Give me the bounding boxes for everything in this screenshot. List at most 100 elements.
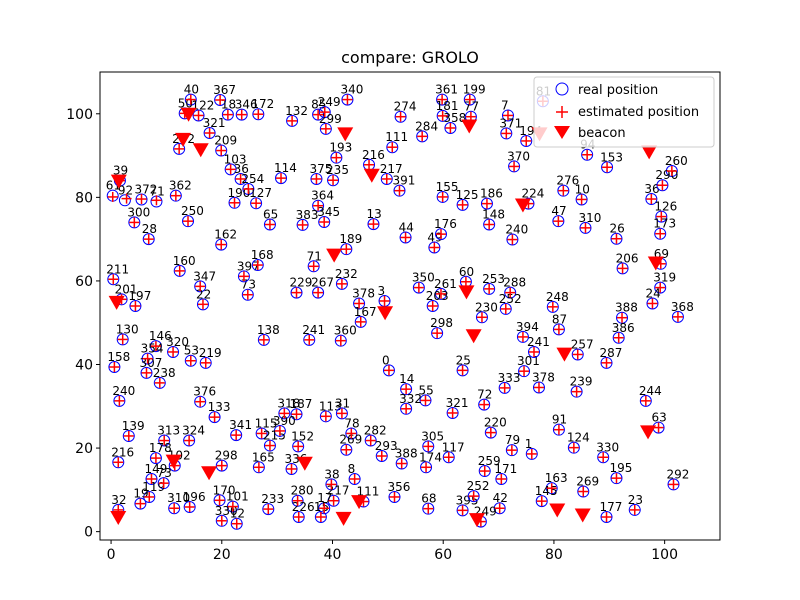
real-position-point (532, 381, 545, 394)
point-id-label: 72 (477, 388, 492, 402)
real-position-point (436, 93, 449, 106)
point-id-label: 153 (600, 150, 623, 164)
estimated-position-point (242, 289, 253, 300)
estimated-position-point (328, 495, 339, 506)
point-id-label: 199 (463, 83, 486, 97)
point-id-label: 126 (654, 200, 677, 214)
real-position-point (278, 407, 291, 420)
point-id-label: 195 (609, 461, 632, 475)
real-position-point (419, 394, 432, 407)
estimated-position-point (464, 94, 475, 105)
real-position-point (456, 198, 469, 211)
estimated-position-point (401, 403, 412, 414)
point-id-label: 388 (615, 301, 638, 315)
estimated-position-point (646, 194, 657, 205)
point-id-label: 174 (419, 450, 442, 464)
point-id-label: 376 (193, 385, 216, 399)
x-tick-label: 20 (213, 547, 231, 563)
real-position-point (442, 451, 455, 464)
beacon-marker (335, 511, 352, 526)
beacon-marker (377, 306, 394, 321)
x-tick-label: 0 (107, 547, 116, 563)
y-tick-label: 80 (75, 190, 93, 206)
point-id-label: 397 (237, 259, 260, 273)
point-id-label: 125 (456, 188, 479, 202)
real-position-point (107, 273, 120, 286)
estimated-position-point (346, 428, 357, 439)
beacon-marker (458, 285, 475, 300)
real-position-point (335, 407, 348, 420)
estimated-position-point (141, 367, 152, 378)
real-position-point (654, 281, 667, 294)
estimated-position-point (185, 94, 196, 105)
point-id-label: 133 (208, 400, 231, 414)
estimated-position-point (107, 191, 118, 202)
real-position-point (173, 264, 186, 277)
estimated-position-point (236, 109, 247, 120)
estimated-position-point (506, 445, 517, 456)
point-id-label: 114 (274, 161, 297, 175)
estimated-position-point (413, 282, 424, 293)
real-position-point (192, 109, 205, 122)
point-id-label: 139 (122, 419, 145, 433)
point-id-label: 117 (442, 440, 465, 454)
point-id-label: 259 (478, 454, 501, 468)
real-position-point (478, 465, 491, 478)
real-position-point (546, 300, 559, 313)
estimated-position-point (376, 451, 387, 462)
estimated-position-point (485, 427, 496, 438)
estimated-position-point (326, 479, 337, 490)
point-id-label: 224 (521, 187, 544, 201)
real-position-point (235, 108, 248, 121)
estimated-position-point (576, 194, 587, 205)
estimated-position-point (436, 288, 446, 299)
estimated-position-point (313, 200, 324, 211)
point-id-label: 111 (385, 130, 408, 144)
estimated-position-point (423, 441, 434, 452)
point-id-label: 132 (285, 104, 308, 118)
point-id-label: 249 (318, 95, 341, 109)
estimated-position-point (174, 265, 185, 276)
beacon-marker (574, 508, 591, 523)
point-id-label: 321 (446, 396, 469, 410)
real-position-point (113, 394, 126, 407)
estimated-position-point (184, 435, 195, 446)
real-position-point (242, 183, 255, 195)
real-position-point (393, 184, 406, 197)
point-id-label: 386 (612, 321, 635, 335)
estimated-position-point (379, 295, 390, 306)
estimated-position-point (200, 357, 211, 368)
beacon-marker (192, 143, 209, 158)
point-id-label: 155 (436, 180, 459, 194)
point-id-label: 250 (181, 204, 204, 218)
x-tick-label: 60 (434, 547, 452, 563)
estimated-position-point (311, 173, 322, 184)
estimated-position-point (319, 107, 330, 118)
point-id-label: 178 (149, 441, 172, 455)
point-id-label: 55 (419, 383, 434, 397)
point-id-label: 356 (388, 480, 411, 494)
real-position-point (612, 331, 625, 344)
estimated-position-point (114, 395, 125, 406)
real-position-point (285, 462, 298, 475)
real-position-point (310, 172, 323, 185)
estimated-position-point (502, 110, 513, 121)
plot-area-frame (99, 71, 721, 541)
real-position-point (467, 490, 480, 503)
estimated-position-point (368, 219, 379, 230)
estimated-position-point (457, 199, 468, 210)
real-position-point (435, 287, 447, 300)
estimated-position-point (468, 491, 479, 502)
point-id-label: 152 (291, 429, 314, 443)
estimated-position-point (394, 185, 405, 196)
x-tick-label: 100 (651, 547, 678, 563)
point-id-label: 7 (501, 98, 509, 112)
point-id-label: 196 (183, 490, 206, 504)
real-position-point (158, 434, 171, 447)
estimated-position-point (517, 331, 528, 342)
point-id-label: 287 (600, 346, 623, 360)
estimated-position-point (484, 283, 495, 294)
estimated-position-point (121, 193, 132, 204)
estimated-position-point (342, 94, 353, 105)
